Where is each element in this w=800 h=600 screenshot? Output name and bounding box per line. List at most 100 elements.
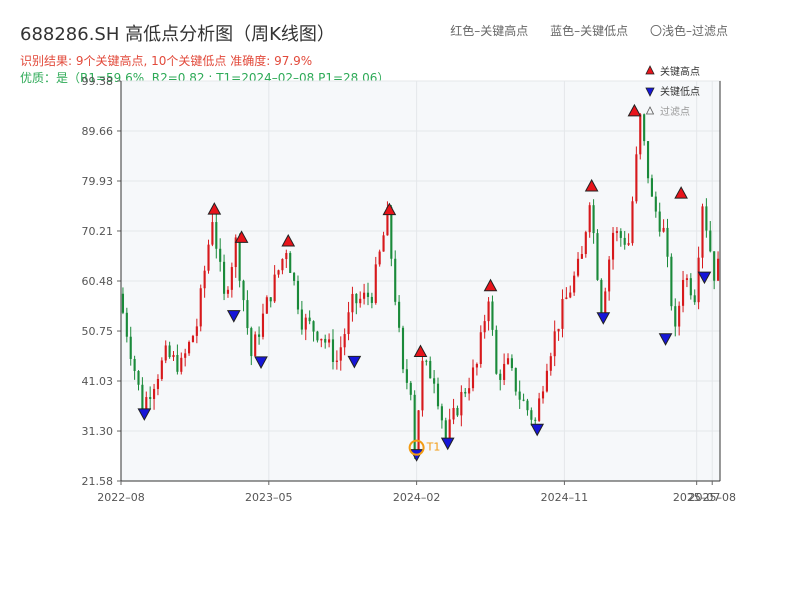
candle-body (226, 289, 230, 294)
result-line: 识别结果: 9个关键高点, 10个关键低点 准确度: 97.9% (20, 54, 313, 68)
candle-body (662, 227, 665, 232)
candle-body (425, 360, 428, 362)
candle-body (160, 360, 163, 379)
candle-body (211, 222, 214, 245)
candle-body (510, 358, 513, 369)
candle-body (230, 267, 233, 290)
key-high-marker (584, 178, 599, 192)
key-high-marker (483, 278, 498, 292)
candle-body (335, 360, 338, 362)
candle-body (296, 280, 300, 310)
candle-body (530, 410, 533, 420)
candle-body (238, 237, 241, 281)
candle-body (615, 231, 618, 233)
legend-label: 过滤点 (660, 105, 690, 118)
candle-body (355, 293, 358, 304)
candle-body (611, 232, 615, 260)
legend-label: 关键高点 (660, 65, 700, 78)
candle-body (491, 301, 494, 330)
y-tick-label: 31.30 (82, 425, 114, 438)
key-high-marker (413, 344, 428, 358)
candle-body (654, 196, 657, 212)
candle-body (401, 327, 405, 370)
candle-body (172, 354, 175, 358)
key-high-marker (281, 233, 296, 247)
candle-body (448, 419, 451, 438)
candle-body (600, 279, 603, 317)
candle-body (324, 338, 327, 343)
candle-body (180, 357, 183, 372)
candle-body (339, 347, 342, 361)
candle-body (281, 259, 284, 271)
candle-body (413, 394, 416, 454)
candle-body (573, 275, 576, 293)
candle-body (670, 256, 673, 307)
candle-body (440, 406, 443, 421)
markers: T1 (137, 103, 712, 462)
key-high-marker (627, 103, 642, 117)
candle-body (475, 363, 478, 368)
candle-body (121, 293, 125, 313)
candle-body (242, 280, 245, 301)
candle-body (716, 258, 720, 281)
candle-body (320, 338, 323, 341)
candle-body (164, 345, 167, 361)
candle-body (312, 321, 315, 332)
candle-body (538, 398, 541, 421)
candle-body (145, 397, 148, 413)
candle-body (394, 258, 397, 302)
y-tick-label: 60.48 (82, 275, 114, 288)
x-axis: 2022–08 2023–05 2024–02 2024–11 2025–072025–… (97, 480, 736, 504)
candle-body (187, 342, 191, 354)
top-legend: 红色–关键高点 蓝色–关键低点 〇浅色–过滤点 (450, 22, 728, 39)
candle-body (483, 321, 486, 333)
candle-body (405, 369, 408, 383)
candle-body (261, 313, 265, 337)
candle-body (689, 278, 692, 296)
candle-body (308, 317, 311, 322)
candle-body (316, 331, 319, 341)
key-low-marker (530, 423, 545, 437)
y-tick-label: 50.75 (82, 325, 114, 338)
candle-body (588, 205, 591, 233)
key-low-marker (137, 408, 152, 421)
candle-body (223, 261, 226, 294)
key-low-marker (226, 310, 241, 323)
candle-body (522, 399, 525, 401)
y-tick-label: 99.38 (82, 75, 114, 88)
candle-body (133, 358, 136, 371)
candle-body (646, 141, 650, 179)
candle-body (545, 370, 548, 392)
y-tick-label: 21.58 (82, 475, 114, 488)
x-tick-label: 2022–08 (97, 491, 145, 504)
candle-body (390, 207, 393, 259)
legend-label: 关键低点 (660, 85, 700, 98)
candle-body (650, 178, 654, 197)
candle-body (152, 388, 156, 399)
y-tick-label: 70.21 (82, 225, 114, 238)
candle-body (300, 309, 303, 330)
candle-body (203, 270, 206, 289)
candle-body (444, 420, 447, 438)
x-tick-label: 2024–02 (393, 491, 441, 504)
candle-body (487, 301, 490, 322)
candle-body (713, 251, 716, 281)
candle-body (619, 231, 622, 238)
grid-lines (120, 80, 720, 482)
candle-body (359, 298, 362, 304)
candle-body (250, 328, 253, 357)
candle-body (514, 368, 517, 392)
candle-body (285, 253, 288, 260)
candle-body (386, 207, 389, 236)
candle-body (681, 279, 685, 306)
candle-body (701, 206, 704, 258)
candle-body (149, 397, 152, 399)
candle-body (398, 301, 401, 328)
candle-body (549, 356, 552, 371)
candle-body (534, 419, 537, 421)
candle-body (460, 391, 463, 416)
candle-body (273, 274, 276, 302)
candle-body (541, 391, 545, 399)
